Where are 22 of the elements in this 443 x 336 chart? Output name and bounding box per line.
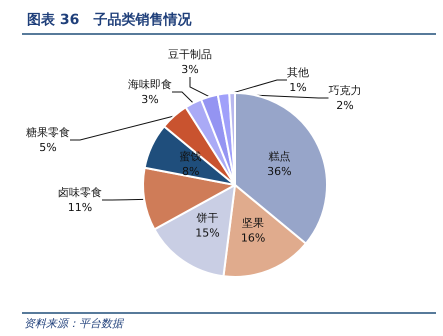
data-label: 8% <box>182 165 200 178</box>
slice-label: 海味即食 <box>128 78 172 91</box>
slice-label: 卤味零食 <box>58 186 102 199</box>
slice-label: 豆干制品 <box>168 48 212 61</box>
data-label: 3% <box>141 93 159 106</box>
data-label: 16% <box>240 232 266 245</box>
data-label: 15% <box>195 226 220 240</box>
slice-label: 其他 <box>287 66 309 79</box>
slice-label: 蜜饯 <box>180 150 202 164</box>
data-label: 5% <box>39 141 57 154</box>
text: 资料来源：平台数据 <box>24 317 125 330</box>
data-label: 3% <box>181 63 199 76</box>
slice-label: 糖果零食 <box>26 126 70 139</box>
data-label: 36% <box>267 165 292 178</box>
data-label: 1% <box>289 81 307 94</box>
data-label: 2% <box>336 99 354 112</box>
slice-label: 糕点 <box>268 150 290 164</box>
slice-label: 坚果 <box>242 216 264 230</box>
chart-title: 图表 36 子品类销售情况 <box>27 12 192 28</box>
slice-label: 巧克力 <box>328 84 362 97</box>
slice-label: 饼干 <box>195 212 218 225</box>
data-label: 11% <box>68 201 92 214</box>
